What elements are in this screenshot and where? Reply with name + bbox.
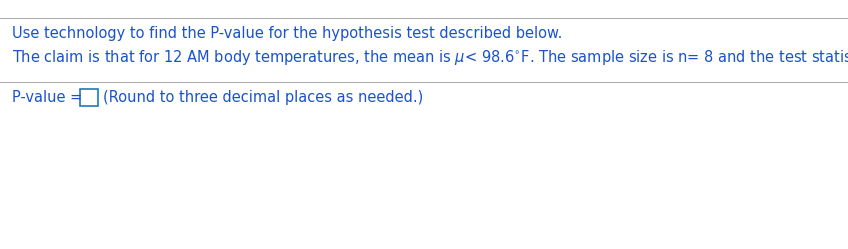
Text: Use technology to find the P-value for the hypothesis test described below.: Use technology to find the P-value for t… — [12, 26, 562, 41]
Text: The claim is that for 12 AM body temperatures, the mean is $\mu$< 98.6$\mathregu: The claim is that for 12 AM body tempera… — [12, 48, 848, 67]
Bar — [80, 89, 98, 106]
Text: (Round to three decimal places as needed.): (Round to three decimal places as needed… — [103, 90, 423, 105]
Text: P-value =: P-value = — [12, 90, 86, 105]
